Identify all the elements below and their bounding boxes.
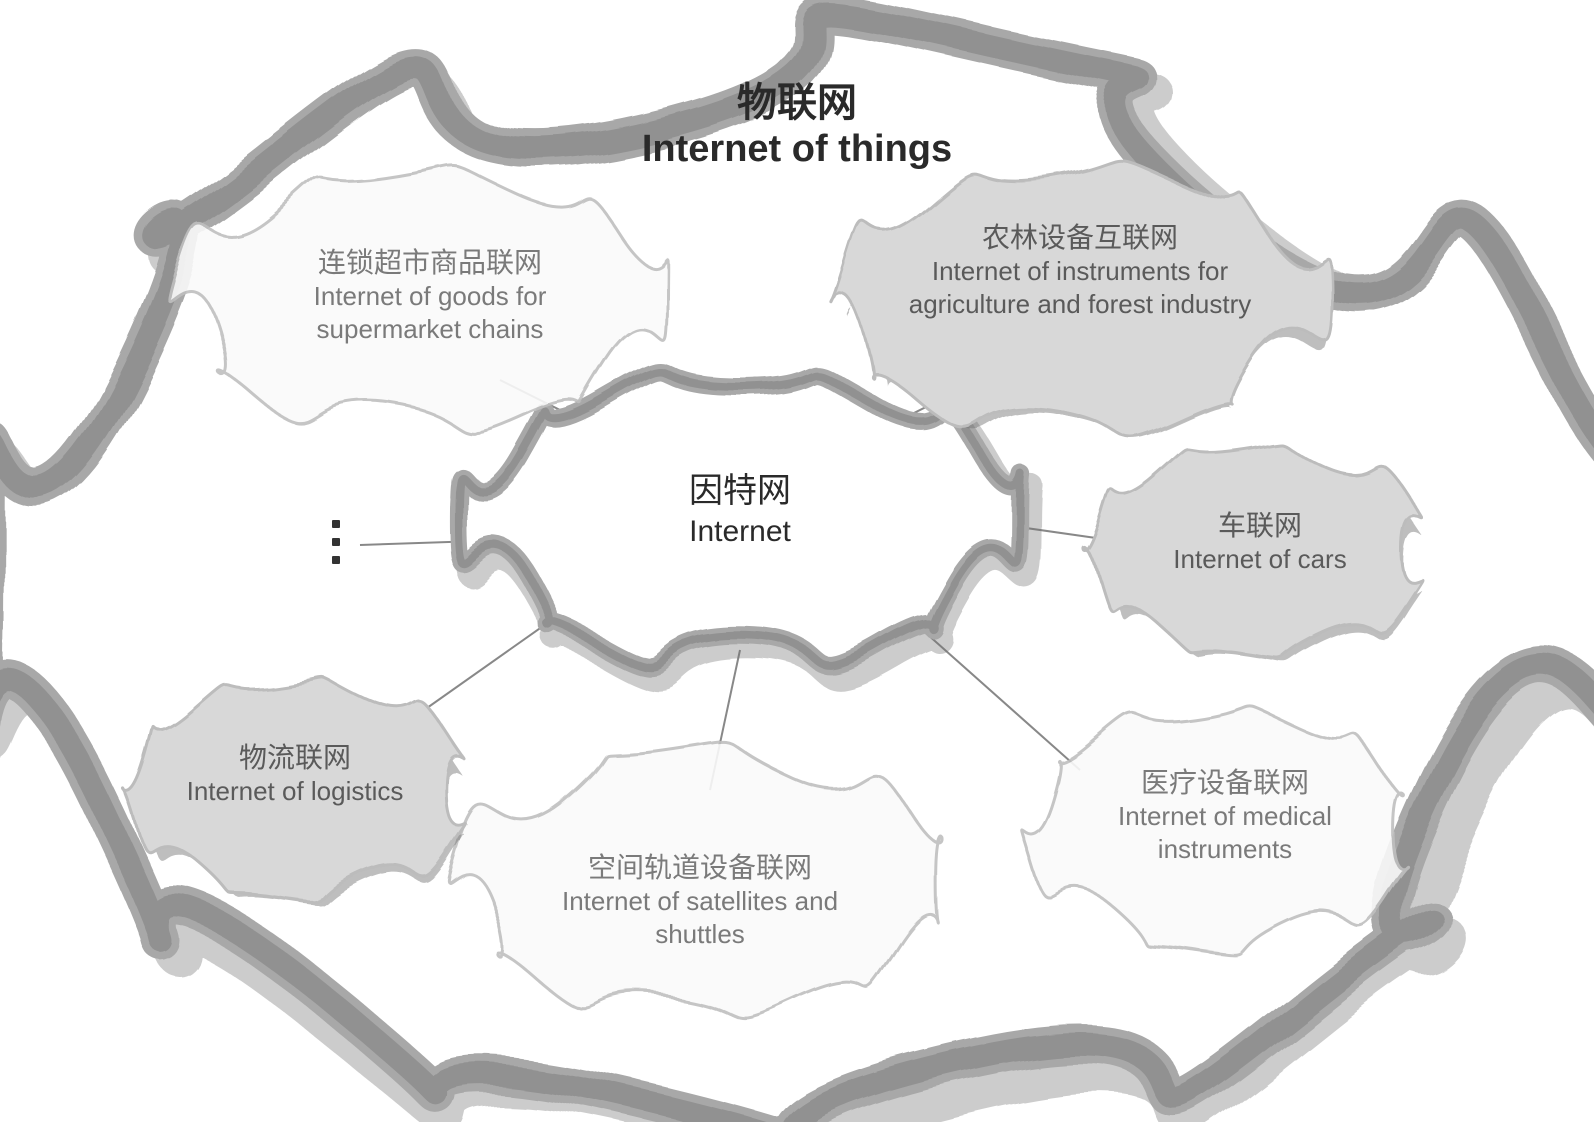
sub-node-en: Internet of medical instruments [1075, 800, 1375, 865]
sub-node-en: Internet of satellites and shuttles [520, 885, 880, 950]
sub-node-en: Internet of logistics [175, 775, 415, 808]
more-nodes-ellipsis [332, 520, 340, 564]
center-node-internet: 因特网 Internet [560, 470, 920, 550]
sub-node-logistics: 物流联网Internet of logistics [175, 740, 415, 808]
sub-node-cn: 物流联网 [175, 740, 415, 775]
title-en: Internet of things [547, 128, 1047, 171]
center-node-en: Internet [560, 513, 920, 551]
sub-node-cn: 空间轨道设备联网 [520, 850, 880, 885]
sub-node-cn: 农林设备互联网 [870, 220, 1290, 255]
sub-node-en: Internet of instruments for agriculture … [870, 255, 1290, 320]
sub-node-cn: 连锁超市商品联网 [240, 245, 620, 280]
sub-node-en: Internet of goods for supermarket chains [240, 280, 620, 345]
sub-node-satellites: 空间轨道设备联网Internet of satellites and shutt… [520, 850, 880, 950]
sub-node-en: Internet of cars [1130, 543, 1390, 576]
sub-node-cn: 医疗设备联网 [1075, 765, 1375, 800]
sub-node-cars: 车联网Internet of cars [1130, 508, 1390, 576]
title-cn: 物联网 [547, 70, 1047, 128]
sub-node-medical: 医疗设备联网Internet of medical instruments [1075, 765, 1375, 865]
sub-node-cn: 车联网 [1130, 508, 1390, 543]
diagram-title: 物联网 Internet of things [547, 70, 1047, 171]
center-node-cn: 因特网 [560, 470, 920, 513]
sub-node-supermarket: 连锁超市商品联网Internet of goods for supermarke… [240, 245, 620, 345]
sub-node-agriculture: 农林设备互联网Internet of instruments for agric… [870, 220, 1290, 320]
